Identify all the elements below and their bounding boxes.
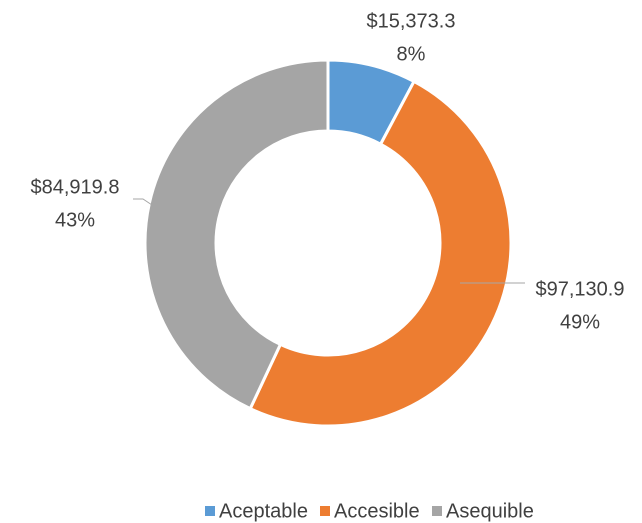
- legend-label: Aceptable: [219, 500, 308, 522]
- data-label: $97,130.9: [536, 278, 625, 300]
- donut-slice: [143, 58, 330, 411]
- data-label-percent: 8%: [397, 43, 426, 65]
- legend-label: Asequible: [446, 500, 534, 522]
- legend-swatch: [432, 506, 442, 516]
- legend-swatch: [205, 506, 215, 516]
- leader-line: [133, 198, 153, 206]
- data-label-percent: 49%: [560, 311, 600, 333]
- legend-swatch: [320, 506, 330, 516]
- legend-label: Accesible: [334, 500, 420, 522]
- data-label: $15,373.3: [367, 10, 456, 32]
- data-label-percent: 43%: [55, 209, 95, 231]
- data-label: $84,919.8: [31, 176, 120, 198]
- donut-slice: [248, 79, 513, 428]
